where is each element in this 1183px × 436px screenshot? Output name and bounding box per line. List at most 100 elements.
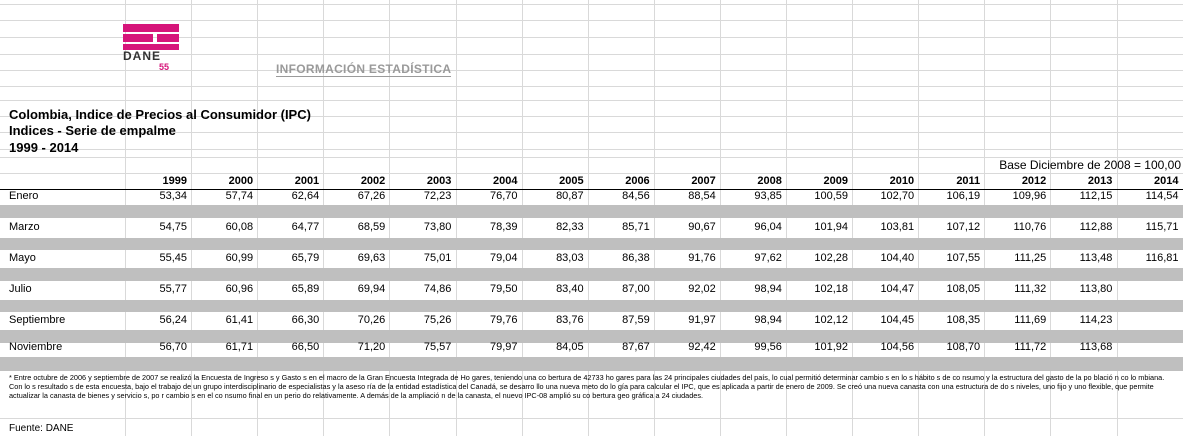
grid-line [1116, 0, 1118, 436]
cell: 64,77 [291, 221, 320, 233]
cell: 79,50 [489, 283, 518, 295]
grid-line [455, 0, 457, 436]
cell: 60,96 [225, 283, 254, 295]
cell: 102,28 [814, 252, 848, 264]
cell: 69,63 [357, 252, 386, 264]
row-label: Marzo [9, 221, 40, 233]
cell: 67,26 [357, 190, 386, 202]
grid-line [0, 4, 1183, 5]
cell: 111,32 [1014, 283, 1047, 295]
cell: 90,67 [688, 221, 716, 233]
period: 1999 - 2014 [9, 140, 79, 155]
cell: 80,87 [556, 190, 584, 202]
cell: 112,88 [1079, 221, 1113, 233]
cell: 68,59 [357, 221, 386, 233]
cell: 114,54 [1145, 190, 1179, 202]
cell: 111,69 [1014, 314, 1047, 326]
grid-line [389, 0, 391, 436]
cell: 61,71 [225, 341, 254, 353]
cell: 60,99 [225, 252, 254, 264]
base-note: Base Diciembre de 2008 = 100,00 [999, 158, 1181, 172]
row-label: Julio [9, 283, 32, 295]
cell: 87,67 [622, 341, 650, 353]
cell: 107,55 [946, 252, 981, 264]
cell: 86,38 [622, 252, 650, 264]
cell: 87,00 [622, 283, 650, 295]
column-header: 2000 [228, 175, 254, 187]
column-header: 1999 [162, 175, 187, 187]
cell: 102,12 [814, 314, 848, 326]
cell: 98,94 [754, 314, 782, 326]
column-header: 2005 [559, 175, 584, 187]
logo: DANE 55 [123, 24, 179, 76]
cell: 57,74 [225, 190, 254, 202]
cell: 75,01 [423, 252, 452, 264]
cell: 104,40 [880, 252, 915, 264]
cell: 108,35 [946, 314, 981, 326]
source: Fuente: DANE [9, 423, 74, 434]
cell: 99,56 [754, 341, 782, 353]
cell: 62,64 [291, 190, 320, 202]
header-rule [0, 189, 1183, 190]
grid-line [719, 0, 721, 436]
hidden-rows [0, 268, 1183, 281]
row-label: Noviembre [9, 341, 63, 353]
cell: 85,71 [622, 221, 650, 233]
cell: 91,76 [688, 252, 716, 264]
grid-line [0, 100, 1183, 101]
cell: 110,76 [1013, 221, 1047, 233]
cell: 111,72 [1014, 341, 1047, 353]
cell: 79,04 [489, 252, 518, 264]
grid-line [125, 0, 126, 436]
cell: 104,47 [880, 283, 915, 295]
cell: 69,94 [357, 283, 386, 295]
column-header: 2004 [493, 175, 518, 187]
cell: 91,97 [688, 314, 716, 326]
grid-line [0, 70, 1183, 71]
cell: 113,68 [1079, 341, 1113, 353]
cell: 101,92 [814, 341, 848, 353]
grid-line [0, 132, 1183, 133]
grid-line [852, 0, 854, 436]
grid-line [521, 0, 523, 436]
row-label: Mayo [9, 252, 36, 264]
grid-line [0, 86, 1183, 87]
grid-line [653, 0, 655, 436]
column-header: 2006 [625, 175, 650, 187]
cell: 113,80 [1079, 283, 1113, 295]
cell: 71,20 [357, 341, 386, 353]
cell: 76,70 [489, 190, 518, 202]
cell: 109,96 [1012, 190, 1047, 202]
cell: 70,26 [357, 314, 386, 326]
grid-line [918, 0, 920, 436]
footnote: * Entre octubre de 2006 y septiembre de … [9, 373, 1165, 400]
cell: 72,23 [423, 190, 452, 202]
cell: 75,57 [423, 341, 452, 353]
cell: 56,24 [159, 314, 187, 326]
cell: 75,26 [423, 314, 452, 326]
cell: 97,62 [754, 252, 782, 264]
column-header: 2012 [1021, 175, 1047, 187]
cell: 111,25 [1014, 252, 1047, 264]
hidden-rows [0, 238, 1183, 250]
hidden-rows [0, 205, 1183, 218]
column-header: 2009 [823, 175, 848, 187]
grid-line [0, 173, 1183, 174]
cell: 84,56 [622, 190, 650, 202]
cell: 114,23 [1079, 314, 1113, 326]
row-label: Enero [9, 190, 39, 202]
grid-line [0, 157, 1183, 158]
grid-line [0, 116, 1183, 117]
cell: 55,45 [159, 252, 187, 264]
cell: 106,19 [946, 190, 981, 202]
cell: 98,94 [754, 283, 782, 295]
cell: 103,81 [880, 221, 915, 233]
cell: 66,30 [291, 314, 320, 326]
column-header: 2011 [956, 175, 981, 187]
banner: INFORMACIÓN ESTADÍSTICA [276, 62, 452, 77]
cell: 65,79 [291, 252, 320, 264]
cell: 66,50 [291, 341, 320, 353]
cell: 101,94 [814, 221, 848, 233]
cell: 108,70 [946, 341, 981, 353]
cell: 92,02 [688, 283, 716, 295]
